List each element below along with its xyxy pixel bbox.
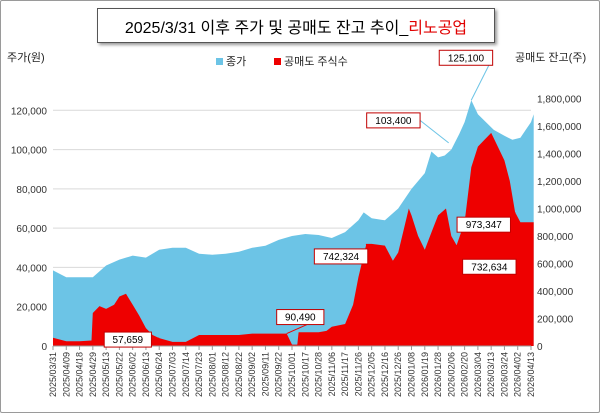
x-tick-label: 2025/10/01 [287, 352, 297, 397]
x-tick-label: 2026/01/28 [433, 352, 443, 397]
x-tick-label: 2025/04/18 [75, 352, 85, 397]
chart-title-main: 2025/3/31 이후 주가 및 공매도 잔고 추이_ [124, 19, 409, 37]
y-right-tick-label: 400,000 [537, 287, 574, 298]
x-tick-label: 2025/09/22 [274, 352, 284, 397]
x-tick-label: 2026/03/13 [486, 352, 496, 397]
x-tick-label: 2026/04/02 [513, 352, 523, 397]
x-tick-label: 2025/06/02 [128, 352, 138, 397]
x-tick-label: 2025/09/11 [260, 352, 270, 396]
x-tick-label: 2025/08/12 [221, 352, 231, 397]
callout-label: 742,324 [323, 252, 360, 263]
x-tick-label: 2025/06/24 [154, 352, 164, 397]
chart-title-company: 리노공업 [408, 19, 468, 37]
x-tick-label: 2025/07/14 [181, 352, 191, 397]
y-left-tick-label: 20,000 [16, 303, 47, 314]
y-right-tick-label: 1,400,000 [537, 150, 582, 161]
y-left-tick-label: 120,000 [11, 106, 48, 117]
x-tick-label: 2025/12/26 [393, 352, 403, 397]
callout-leader [419, 119, 449, 144]
x-tick-label: 2025/12/05 [367, 352, 377, 397]
callout-label: 125,100 [448, 53, 485, 64]
callout-box [103, 331, 152, 348]
x-tick-label: 2025/03/31 [48, 352, 58, 397]
callout-box [456, 216, 511, 233]
x-tick-label: 2025/05/13 [101, 352, 111, 397]
callout-leader [509, 211, 516, 225]
x-tick-label: 2025/06/13 [141, 352, 151, 397]
callout-leader [151, 337, 160, 341]
y-right-tick-label: 600,000 [537, 260, 574, 271]
y-left-tick-label: 80,000 [16, 185, 47, 196]
y-left-tick-label: 0 [41, 342, 47, 353]
short-balance-area [53, 132, 534, 346]
y-right-tick-label: 200,000 [537, 315, 574, 326]
x-tick-label: 2025/05/22 [114, 352, 124, 397]
legend-label: 공매도 주식수 [284, 55, 348, 68]
chart-title: 2025/3/31 이후 주가 및 공매도 잔고 추이_ 리노공업 [97, 8, 495, 43]
callout-label: 103,400 [375, 116, 412, 127]
x-tick-label: 2026/02/20 [460, 352, 470, 397]
x-tick-label: 2025/11/06 [327, 352, 337, 396]
x-tick-label: 2026/03/04 [473, 352, 483, 397]
x-tick-label: 2025/04/29 [88, 352, 98, 397]
y-left-tick-label: 100,000 [11, 146, 48, 157]
x-tick-label: 2025/04/09 [61, 352, 71, 397]
y-left-tick-label: 40,000 [16, 263, 47, 274]
callout-box [438, 49, 494, 66]
y-right-tick-label: 1,200,000 [537, 177, 582, 188]
callout-label: 57,659 [113, 335, 144, 346]
x-tick-label: 2026/03/24 [499, 352, 509, 397]
y-right-tick-label: 800,000 [537, 232, 574, 243]
x-tick-label: 2025/08/22 [234, 352, 244, 397]
x-tick-label: 2026/01/08 [407, 352, 417, 397]
callout-box [462, 258, 517, 275]
callout-leader [456, 245, 464, 267]
y-right-tick-label: 1,600,000 [537, 122, 582, 133]
callout-label: 90,490 [285, 313, 316, 324]
y-right-axis-title: 공매도 잔고(주) [515, 52, 587, 64]
x-tick-label: 2026/02/06 [446, 352, 456, 397]
x-tick-label: 2025/11/26 [353, 352, 363, 396]
y-left-tick-label: 60,000 [16, 224, 47, 235]
x-tick-label: 2026/01/19 [420, 352, 430, 397]
legend-swatch [216, 58, 223, 65]
callout-label: 732,634 [471, 262, 508, 273]
x-tick-label: 2025/10/28 [314, 352, 324, 397]
x-tick-label: 2025/10/17 [300, 352, 310, 397]
legend-swatch [274, 58, 281, 65]
x-tick-label: 2025/07/23 [194, 352, 204, 397]
y-right-tick-label: 1,800,000 [537, 95, 582, 106]
x-tick-label: 2025/07/03 [168, 352, 178, 397]
legend-label: 종가 [226, 55, 246, 68]
callout-label: 973,347 [466, 220, 503, 231]
y-right-tick-label: 0 [537, 342, 543, 353]
y-right-tick-label: 1,000,000 [537, 205, 582, 216]
x-tick-label: 2026/04/13 [526, 352, 536, 397]
callout-box [313, 248, 369, 265]
x-tick-label: 2025/08/01 [207, 352, 217, 397]
x-tick-label: 2025/09/02 [247, 352, 257, 397]
callout-box [276, 309, 325, 326]
y-left-axis-title: 주가(원) [7, 52, 45, 64]
callout-box [366, 112, 421, 129]
x-tick-label: 2025/11/17 [340, 352, 350, 396]
x-tick-label: 2025/12/16 [380, 352, 390, 397]
